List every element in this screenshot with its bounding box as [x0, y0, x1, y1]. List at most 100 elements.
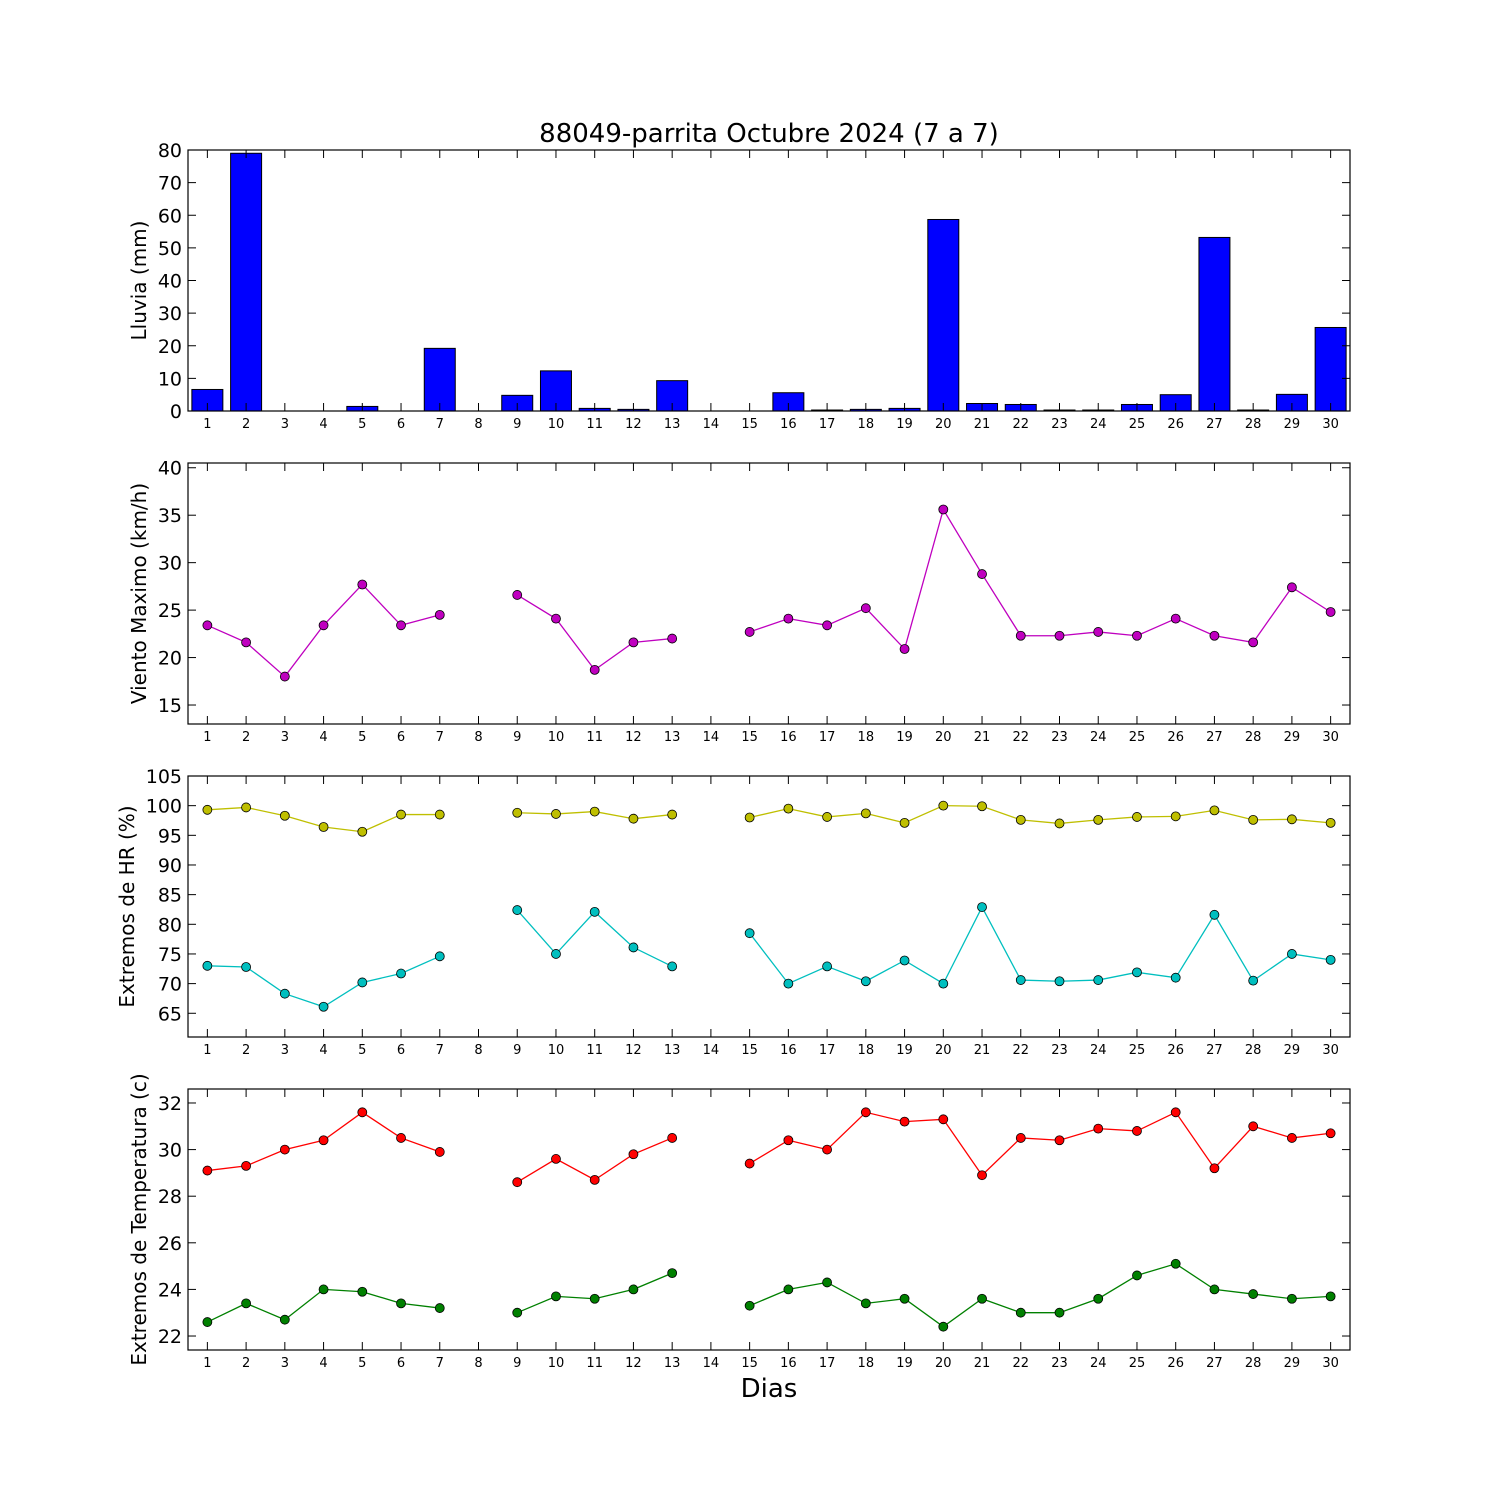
y-tick-label-22: 22 [158, 1326, 182, 1348]
x-tick-label-17: 17 [819, 730, 836, 745]
series-1-point-day-5 [357, 579, 368, 590]
series-1-point-day-19 [899, 1116, 910, 1127]
x-tick-label-26: 26 [1167, 417, 1184, 432]
x-tick-label-13: 13 [664, 1356, 681, 1371]
x-tick-label-2: 2 [242, 1043, 250, 1058]
x-tick-label-11: 11 [586, 417, 603, 432]
series-2-point-day-21 [977, 1293, 987, 1304]
x-tick-label-18: 18 [858, 417, 875, 432]
x-tick-label-15: 15 [741, 1043, 758, 1058]
series-1-point-day-10 [551, 613, 561, 624]
x-tick-label-25: 25 [1129, 1356, 1146, 1371]
x-tick-label-20: 20 [935, 417, 952, 432]
x-tick-label-7: 7 [436, 1043, 444, 1058]
series-2-line-segment-3 [749, 905, 1331, 985]
series-1-line-segment-3 [749, 507, 1331, 651]
series-2-point-day-20 [938, 1321, 949, 1332]
series-1-point-day-29 [1287, 1133, 1297, 1143]
series-1-point-day-1 [202, 620, 213, 631]
x-tick-label-12: 12 [625, 1356, 642, 1371]
series-1-point-day-5 [357, 826, 368, 837]
series-2-point-day-7 [434, 1303, 445, 1313]
x-tick-label-27: 27 [1206, 1043, 1223, 1058]
x-tick-label-30: 30 [1322, 1356, 1339, 1371]
series-2-point-day-1 [202, 960, 213, 971]
series-1-point-day-25 [1132, 630, 1142, 641]
series-1-point-day-6 [396, 1133, 406, 1143]
series-1-point-day-21 [977, 801, 987, 812]
series-1-point-day-30 [1325, 1128, 1336, 1139]
y-tick-label-95: 95 [158, 825, 182, 847]
series-1-point-day-29 [1287, 582, 1297, 593]
x-tick-label-6: 6 [397, 417, 405, 432]
y-tick-label-30: 30 [158, 553, 182, 575]
y-tick-label-75: 75 [158, 944, 182, 966]
series-2-point-day-25 [1132, 1270, 1142, 1281]
y-tick-label-80: 80 [158, 140, 182, 162]
series-2-point-day-18 [860, 1298, 871, 1309]
series-2-point-day-26 [1170, 972, 1181, 983]
x-tick-label-11: 11 [586, 1356, 603, 1371]
x-tick-label-26: 26 [1167, 730, 1184, 745]
x-tick-label-5: 5 [358, 1356, 366, 1371]
x-tick-label-3: 3 [281, 417, 289, 432]
x-tick-label-2: 2 [242, 730, 250, 745]
series-1-point-day-3 [279, 810, 290, 821]
y-axis-label: Extremos de HR (%) [115, 805, 139, 1007]
series-1-point-day-17 [822, 620, 832, 631]
bar-day-27 [1198, 236, 1231, 412]
y-tick-label-90: 90 [158, 855, 182, 877]
x-tick-label-22: 22 [1012, 1043, 1029, 1058]
x-tick-label-3: 3 [281, 1043, 289, 1058]
x-tick-label-18: 18 [858, 1043, 875, 1058]
x-tick-label-8: 8 [474, 1043, 482, 1058]
series-1-point-day-20 [938, 504, 949, 515]
series-1-point-day-23 [1054, 1135, 1065, 1146]
series-2-point-day-23 [1054, 976, 1065, 987]
series-2-point-day-26 [1170, 1258, 1181, 1269]
series-2-point-day-11 [589, 1293, 600, 1304]
series-2-point-day-9 [512, 905, 523, 915]
series-1-point-day-7 [434, 609, 445, 620]
series-1-point-day-13 [667, 1133, 678, 1143]
x-tick-label-20: 20 [935, 1043, 952, 1058]
series-1-point-day-18 [860, 603, 871, 614]
x-tick-label-21: 21 [974, 1043, 991, 1058]
series-1-line-segment-3 [749, 1111, 1331, 1177]
x-tick-label-11: 11 [586, 1043, 603, 1058]
x-tick-label-12: 12 [625, 417, 642, 432]
series-2-point-day-28 [1248, 1289, 1259, 1299]
series-1-point-day-15 [744, 1158, 755, 1169]
y-tick-label-105: 105 [146, 766, 182, 788]
x-tick-label-25: 25 [1129, 1043, 1146, 1058]
series-2-point-day-23 [1054, 1307, 1065, 1318]
series-1-point-day-13 [667, 809, 678, 820]
x-tick-label-21: 21 [974, 417, 991, 432]
series-2-point-day-3 [279, 1314, 290, 1325]
x-tick-label-29: 29 [1284, 730, 1301, 745]
y-tick-label-0: 0 [170, 401, 182, 423]
x-tick-label-13: 13 [664, 730, 681, 745]
x-tick-label-3: 3 [281, 730, 289, 745]
x-tick-label-5: 5 [358, 730, 366, 745]
y-tick-label-26: 26 [158, 1233, 182, 1255]
series-2-point-day-13 [667, 1268, 678, 1278]
series-2-point-day-6 [396, 968, 406, 979]
series-2-point-day-15 [744, 1300, 755, 1311]
series-1-point-day-25 [1132, 812, 1142, 822]
series-1-point-day-9 [512, 1177, 523, 1188]
y-tick-label-15: 15 [158, 695, 182, 717]
x-tick-label-4: 4 [319, 417, 327, 432]
y-tick-label-60: 60 [158, 205, 182, 227]
x-tick-label-9: 9 [513, 1043, 521, 1058]
x-tick-label-20: 20 [935, 1356, 952, 1371]
x-tick-label-19: 19 [896, 1356, 913, 1371]
x-tick-label-4: 4 [319, 730, 327, 745]
series-1-point-day-22 [1015, 630, 1026, 641]
x-axis-label: Dias [741, 1374, 798, 1404]
x-tick-label-10: 10 [548, 417, 565, 432]
series-2-point-day-4 [318, 1001, 329, 1012]
